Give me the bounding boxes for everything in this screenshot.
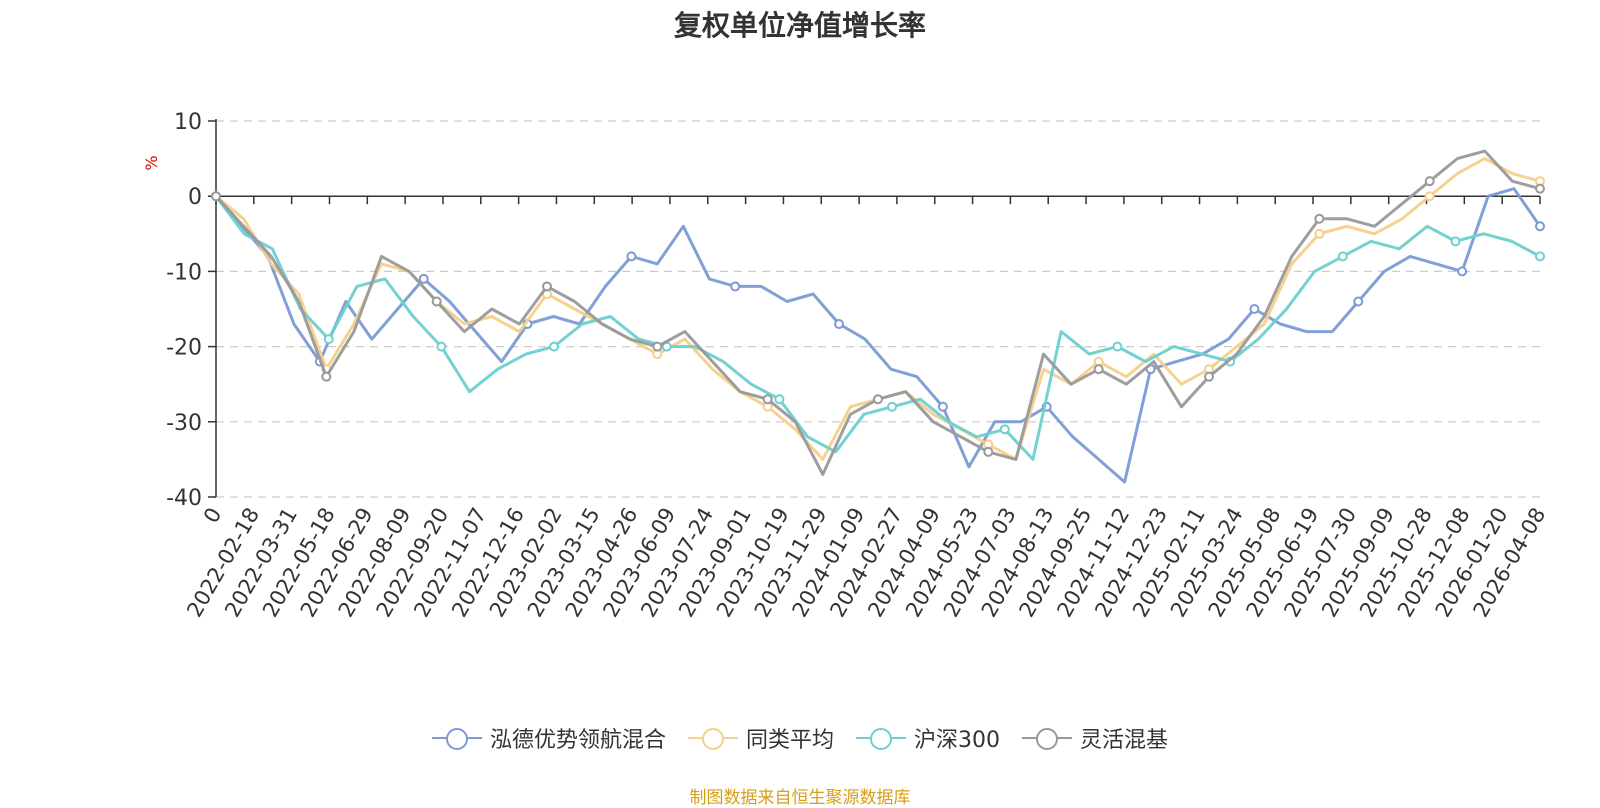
- legend-label: 灵活混基: [1080, 728, 1169, 753]
- legend: 泓德优势领航混合 同类平均 沪深300 灵活混基: [0, 722, 1600, 754]
- data-point: [321, 371, 332, 382]
- legend-item[interactable]: 沪深300: [856, 722, 1000, 754]
- data-point: [431, 296, 442, 307]
- y-axis-label: %: [142, 155, 161, 170]
- data-point: [1204, 371, 1214, 382]
- source-note: 制图数据来自恒生聚源数据库: [689, 788, 911, 808]
- data-point: [1249, 304, 1260, 314]
- legend-item[interactable]: 灵活混基: [1022, 722, 1168, 754]
- data-point: [834, 319, 845, 330]
- y-tick-label: -20: [166, 336, 202, 361]
- series-line: [214, 187, 1542, 484]
- x-tick-label: 0: [199, 504, 226, 528]
- legend-marker-icon: [1022, 728, 1072, 750]
- data-point: [1093, 364, 1104, 375]
- data-point: [1457, 266, 1468, 277]
- data-point: [1112, 341, 1123, 352]
- data-point: [436, 341, 447, 352]
- data-point: [1337, 251, 1348, 262]
- data-point: [774, 394, 785, 405]
- data-point: [1424, 191, 1435, 202]
- data-point: [1424, 176, 1435, 187]
- data-point: [999, 424, 1010, 435]
- data-point: [549, 341, 560, 352]
- legend-marker-icon: [856, 728, 906, 750]
- data-point: [873, 394, 883, 405]
- data-point: [1535, 251, 1545, 262]
- legend-marker-icon: [431, 728, 482, 750]
- data-point: [652, 341, 663, 352]
- data-point: [937, 401, 948, 412]
- legend-label: 沪深300: [914, 728, 1000, 753]
- chart-title: 复权单位净值增长率: [673, 9, 926, 42]
- y-tick-label: 0: [188, 185, 202, 210]
- legend-item[interactable]: 泓德优势领航混合: [431, 722, 666, 754]
- legend-item[interactable]: 同类平均: [687, 722, 834, 754]
- y-tick-label: -30: [166, 411, 202, 436]
- data-point: [1535, 221, 1545, 232]
- data-point: [1314, 213, 1325, 224]
- series-line: [214, 195, 1541, 461]
- data-point: [730, 281, 741, 292]
- legend-label: 泓德优势领航混合: [489, 728, 666, 753]
- legend-marker-icon: [687, 728, 738, 750]
- series-line: [215, 157, 1541, 461]
- series-line: [214, 149, 1541, 476]
- y-tick-label: -40: [166, 486, 202, 511]
- data-point: [542, 281, 552, 292]
- line-chart: 100-10-20-30-40%02022-02-182022-03-31202…: [142, 110, 1550, 621]
- data-point: [1535, 183, 1545, 194]
- legend-label: 同类平均: [745, 728, 834, 753]
- y-tick-label: -10: [166, 260, 202, 285]
- data-point: [211, 191, 221, 202]
- data-point: [1314, 228, 1325, 239]
- data-point: [418, 273, 429, 284]
- data-point: [1353, 296, 1364, 307]
- data-point: [626, 251, 637, 262]
- y-tick-label: 10: [174, 110, 202, 135]
- data-point: [1450, 236, 1461, 247]
- data-point: [323, 334, 334, 345]
- data-point: [983, 446, 994, 457]
- data-point: [887, 401, 898, 412]
- data-point: [762, 394, 773, 405]
